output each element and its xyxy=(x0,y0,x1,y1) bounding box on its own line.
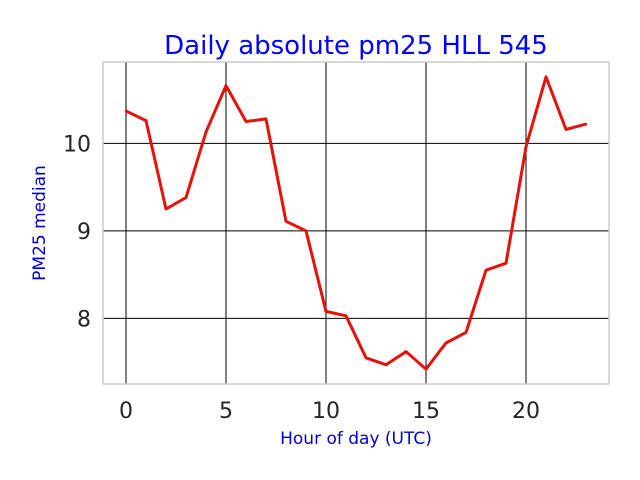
y-tick-label: 8 xyxy=(77,307,91,332)
x-tick-label: 5 xyxy=(219,399,233,424)
data-point xyxy=(344,314,348,317)
x-tick-label: 0 xyxy=(119,399,133,424)
data-point xyxy=(424,367,428,371)
x-tick-label: 20 xyxy=(512,399,540,424)
series-layer xyxy=(124,75,588,371)
series-line-0 xyxy=(125,75,587,371)
data-point xyxy=(224,84,228,87)
data-point xyxy=(384,363,388,366)
data-point xyxy=(504,262,508,265)
data-point xyxy=(524,145,528,149)
y-tick-labels: 8 9 10 xyxy=(63,132,91,332)
data-point xyxy=(544,75,548,79)
x-axis-label: Hour of day (UTC) xyxy=(280,429,432,449)
data-point xyxy=(364,356,368,359)
y-tick-label: 9 xyxy=(77,220,91,245)
data-point xyxy=(564,128,568,131)
data-point xyxy=(324,310,328,313)
x-tick-label: 15 xyxy=(412,399,440,424)
chart-title: Daily absolute pm25 HLL 545 xyxy=(164,31,548,61)
plot-frame xyxy=(102,61,610,385)
data-point xyxy=(124,109,128,113)
x-tick-label: 10 xyxy=(312,399,340,424)
y-tick-label: 10 xyxy=(63,132,91,157)
data-point xyxy=(404,350,408,353)
data-point xyxy=(264,117,268,121)
data-point xyxy=(444,341,448,345)
data-point xyxy=(204,130,208,134)
data-point xyxy=(464,331,468,334)
data-point xyxy=(484,269,488,272)
data-point xyxy=(164,207,168,211)
data-point xyxy=(284,220,288,223)
data-point xyxy=(244,120,248,123)
data-point xyxy=(304,229,308,233)
data-point xyxy=(584,122,588,126)
data-point xyxy=(184,196,188,199)
y-axis-label: PM25 median xyxy=(30,165,50,281)
x-tick-labels: 0 5 10 15 20 xyxy=(119,399,540,424)
grid xyxy=(103,62,609,384)
data-point xyxy=(144,119,148,122)
